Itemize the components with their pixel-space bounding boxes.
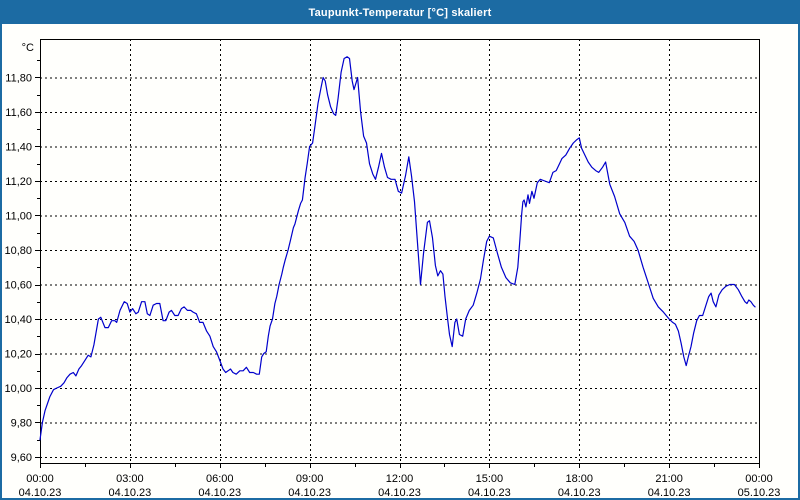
svg-text:04.10.23: 04.10.23: [108, 487, 151, 498]
svg-text:11,20: 11,20: [5, 176, 32, 188]
svg-text:04.10.23: 04.10.23: [558, 487, 601, 498]
svg-text:9,60: 9,60: [11, 452, 32, 464]
window-title: Taupunkt-Temperatur [°C] skaliert: [308, 7, 492, 19]
svg-text:04.10.23: 04.10.23: [378, 487, 421, 498]
chart-svg: 9,60 9,80 10,00 10,20 10,40 10,60 10,80 11,00 11…: [4, 39, 781, 498]
x-gridlines: [130, 39, 670, 463]
y-gridlines: [40, 77, 759, 458]
svg-text:10,00: 10,00: [4, 383, 32, 395]
svg-text:05.10.23: 05.10.23: [738, 487, 781, 498]
window-title-bar: Taupunkt-Temperatur [°C] skaliert: [2, 2, 798, 24]
svg-text:11,00: 11,00: [5, 211, 32, 223]
svg-text:18:00: 18:00: [565, 473, 593, 485]
svg-text:11,80: 11,80: [5, 73, 32, 85]
svg-text:9,80: 9,80: [11, 418, 32, 430]
svg-text:12:00: 12:00: [386, 473, 414, 485]
svg-text:04.10.23: 04.10.23: [648, 487, 691, 498]
svg-text:15:00: 15:00: [476, 473, 504, 485]
chart-area: 9,60 9,80 10,00 10,20 10,40 10,60 10,80 11,00 11…: [2, 24, 798, 498]
svg-text:10,40: 10,40: [4, 314, 32, 326]
y-tick-labels: 9,60 9,80 10,00 10,20 10,40 10,60 10,80 11,00 11…: [4, 73, 32, 465]
svg-text:11,40: 11,40: [5, 142, 32, 154]
svg-text:04.10.23: 04.10.23: [288, 487, 331, 498]
svg-text:10,80: 10,80: [4, 245, 32, 257]
svg-text:04.10.23: 04.10.23: [198, 487, 241, 498]
axis-ticks: [35, 60, 760, 468]
temperature-line: [39, 56, 756, 441]
y-axis-unit-label: °C: [22, 42, 34, 54]
svg-text:21:00: 21:00: [655, 473, 683, 485]
svg-text:04.10.23: 04.10.23: [19, 487, 62, 498]
x-tick-labels: 00:00 04.10.23 03:00 04.10.23 06:00 04.10.23 0…: [19, 473, 781, 498]
svg-text:09:00: 09:00: [296, 473, 324, 485]
svg-text:00:00: 00:00: [26, 473, 54, 485]
svg-text:00:00: 00:00: [745, 473, 773, 485]
svg-text:04.10.23: 04.10.23: [468, 487, 511, 498]
svg-text:03:00: 03:00: [116, 473, 144, 485]
svg-text:10,60: 10,60: [4, 280, 32, 292]
svg-text:10,20: 10,20: [4, 349, 32, 361]
svg-text:11,60: 11,60: [5, 107, 32, 119]
svg-text:06:00: 06:00: [206, 473, 234, 485]
